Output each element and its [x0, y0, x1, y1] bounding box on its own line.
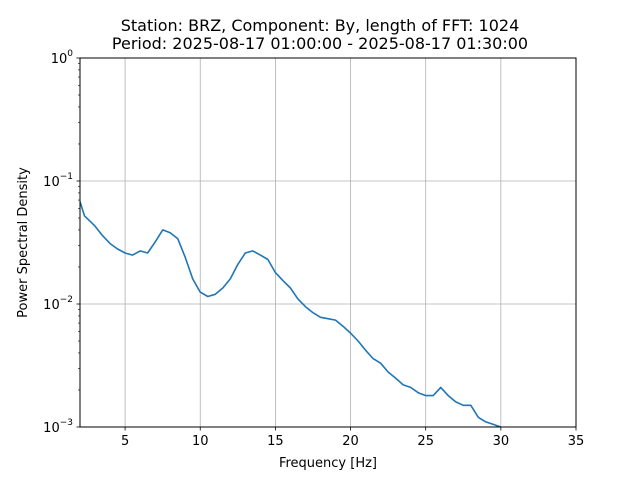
x-tick-label: 5	[121, 434, 129, 449]
y-tick-label: 10−3	[43, 418, 73, 436]
y-tick-label: 100	[51, 49, 74, 67]
plot-area	[80, 58, 576, 427]
x-tick-label: 20	[342, 434, 359, 449]
x-axis-label: Frequency [Hz]	[279, 456, 377, 471]
x-tick-label: 30	[493, 434, 510, 449]
x-tick-label: 15	[267, 434, 284, 449]
x-tick-label: 35	[568, 434, 585, 449]
y-tick-label: 10−2	[43, 295, 73, 313]
series-group	[80, 201, 502, 427]
y-tick-label: 10−1	[43, 172, 73, 190]
x-axis: 5 10 15 20 25 30 35	[121, 427, 584, 449]
y-axis: 10−3 10−2 10−1 100	[43, 49, 80, 436]
x-tick-label: 10	[192, 434, 209, 449]
chart-title-line-2: Period: 2025-08-17 01:00:00 - 2025-08-17…	[111, 34, 529, 53]
chart-title-line-1: Station: BRZ, Component: By, length of F…	[120, 16, 520, 35]
y-axis-label: Power Spectral Density	[16, 167, 31, 318]
plot-frame	[79, 57, 577, 428]
psd-series-line	[80, 201, 502, 427]
x-tick-label: 25	[417, 434, 434, 449]
